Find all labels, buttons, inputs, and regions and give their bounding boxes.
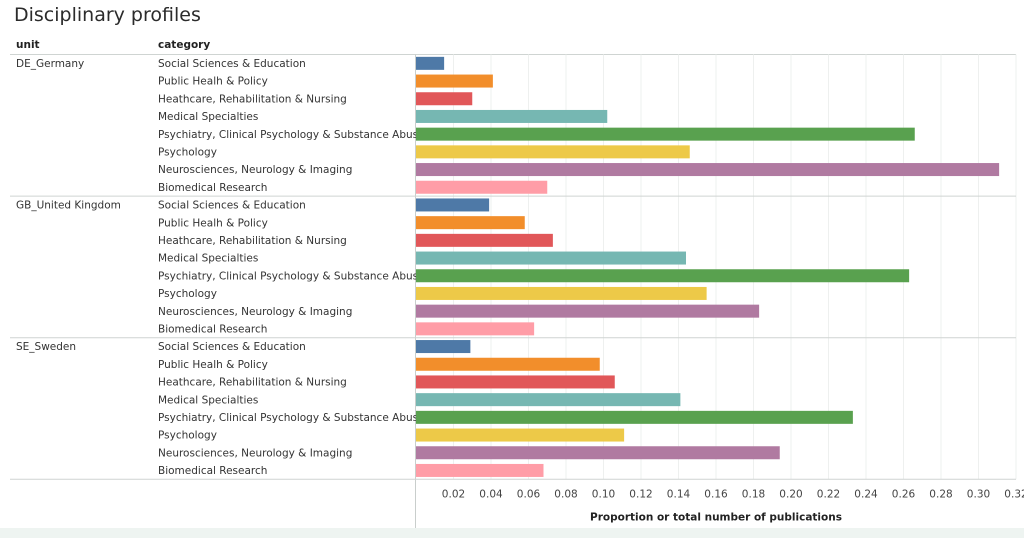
unit-column-header: unit (16, 39, 40, 51)
category-label: Psychiatry, Clinical Psychology & Substa… (158, 270, 425, 282)
category-label: Biomedical Research (158, 182, 267, 194)
category-label: Neurosciences, Neurology & Imaging (158, 447, 352, 459)
x-tick-label: 0.16 (704, 488, 728, 500)
unit-label: DE_Germany (16, 58, 84, 70)
x-tick-label: 0.30 (967, 488, 990, 500)
bar (416, 410, 853, 424)
x-axis-title: Proportion or total number of publicatio… (590, 511, 842, 523)
category-label: Biomedical Research (158, 465, 267, 477)
bar (416, 375, 615, 389)
x-tick-label: 0.12 (629, 488, 652, 500)
x-tick-label: 0.14 (667, 488, 691, 500)
category-label: Psychiatry, Clinical Psychology & Substa… (158, 412, 425, 424)
bar (416, 233, 553, 247)
category-label: Heathcare, Rehabilitation & Nursing (158, 93, 347, 105)
category-column-header: category (158, 39, 211, 51)
bar (416, 74, 493, 88)
category-label: Social Sciences & Education (158, 58, 306, 70)
bottom-strip (0, 528, 1024, 538)
x-tick-label: 0.08 (554, 488, 577, 500)
chart-title: Disciplinary profiles (14, 4, 201, 26)
unit-label: GB_United Kingdom (16, 200, 121, 212)
category-label: Medical Specialties (158, 394, 258, 406)
bar (416, 428, 625, 442)
x-tick-label: 0.10 (592, 488, 615, 500)
category-label: Neurosciences, Neurology & Imaging (158, 306, 352, 318)
category-label: Heathcare, Rehabilitation & Nursing (158, 235, 347, 247)
category-label: Medical Specialties (158, 111, 258, 123)
x-tick-label: 0.22 (817, 488, 840, 500)
bar (416, 304, 760, 318)
bar (416, 216, 525, 230)
bar (416, 322, 535, 336)
unit-label: SE_Sweden (16, 341, 76, 353)
category-label: Psychology (158, 147, 217, 159)
bar (416, 393, 681, 407)
bar (416, 163, 1000, 177)
bar (416, 251, 686, 265)
x-tick-label: 0.24 (854, 488, 878, 500)
x-tick-label: 0.18 (742, 488, 765, 500)
bar (416, 340, 471, 354)
category-label: Social Sciences & Education (158, 200, 306, 212)
bar (416, 198, 490, 212)
x-tick-label: 0.28 (929, 488, 952, 500)
category-label: Public Healh & Policy (158, 76, 268, 88)
category-label: Heathcare, Rehabilitation & Nursing (158, 377, 347, 389)
x-tick-label: 0.04 (479, 488, 503, 500)
bar (416, 109, 608, 123)
x-tick-label: 0.26 (892, 488, 916, 500)
x-tick-label: 0.32 (1004, 488, 1024, 500)
category-label: Biomedical Research (158, 324, 267, 336)
bar (416, 269, 910, 283)
category-label: Public Healh & Policy (158, 217, 268, 229)
x-tick-label: 0.06 (517, 488, 541, 500)
bar (416, 286, 707, 300)
bar (416, 127, 915, 141)
category-label: Neurosciences, Neurology & Imaging (158, 164, 352, 176)
category-label: Medical Specialties (158, 253, 258, 265)
category-label: Public Healh & Policy (158, 359, 268, 371)
bar (416, 56, 445, 70)
x-tick-label: 0.02 (442, 488, 465, 500)
bar (416, 446, 780, 460)
x-tick-label: 0.20 (779, 488, 802, 500)
bar (416, 463, 544, 477)
bar (416, 357, 600, 371)
bar (416, 92, 473, 106)
category-label: Psychology (158, 430, 217, 442)
bar (416, 145, 690, 159)
bar (416, 180, 548, 194)
category-label: Psychology (158, 288, 217, 300)
category-label: Psychiatry, Clinical Psychology & Substa… (158, 129, 425, 141)
category-label: Social Sciences & Education (158, 341, 306, 353)
